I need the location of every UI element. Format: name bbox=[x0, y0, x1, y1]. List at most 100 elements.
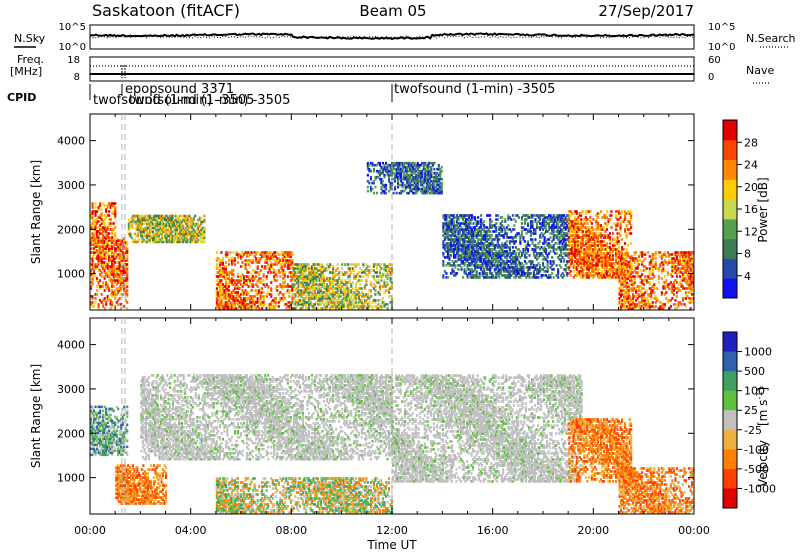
power-cell bbox=[295, 279, 299, 282]
power-cell bbox=[380, 279, 383, 282]
power-cell bbox=[477, 238, 480, 241]
power-cell bbox=[490, 242, 493, 245]
power-cell bbox=[108, 297, 111, 300]
power-cell bbox=[395, 173, 398, 177]
power-cell bbox=[465, 272, 468, 275]
power-cell bbox=[517, 262, 520, 265]
power-cell bbox=[106, 241, 109, 244]
power-cell bbox=[416, 167, 419, 171]
power-cell bbox=[571, 252, 574, 255]
power-cell bbox=[401, 185, 404, 189]
power-cell bbox=[294, 301, 297, 304]
power-cell bbox=[433, 171, 436, 175]
power-cell bbox=[198, 234, 201, 238]
power-cell bbox=[326, 263, 329, 266]
power-cell bbox=[583, 236, 586, 239]
power-cell bbox=[525, 246, 528, 249]
power-cell bbox=[183, 230, 186, 234]
power-cell bbox=[514, 236, 517, 239]
power-cell bbox=[381, 275, 385, 278]
power-cell bbox=[347, 275, 350, 278]
power-cell bbox=[106, 214, 109, 217]
power-cell bbox=[478, 228, 481, 231]
power-cell bbox=[514, 266, 517, 269]
power-cell bbox=[458, 230, 462, 233]
power-cell bbox=[539, 222, 542, 225]
power-cell bbox=[489, 230, 492, 233]
power-cell bbox=[483, 248, 486, 251]
power-cell bbox=[463, 236, 466, 239]
power-cell bbox=[446, 242, 450, 245]
power-cell bbox=[91, 239, 94, 242]
power-cell bbox=[285, 291, 288, 294]
power-cell bbox=[271, 263, 274, 266]
power-cell bbox=[312, 275, 315, 278]
power-cell bbox=[300, 307, 303, 310]
power-cell bbox=[345, 299, 348, 302]
power-cell bbox=[375, 265, 379, 268]
power-cell bbox=[99, 279, 102, 282]
power-cell bbox=[498, 226, 501, 229]
power-cell bbox=[230, 257, 234, 260]
power-cell bbox=[502, 246, 505, 249]
power-cell bbox=[273, 259, 276, 262]
power-cell bbox=[540, 224, 543, 227]
power-cell bbox=[380, 263, 383, 266]
power-cell bbox=[118, 279, 121, 282]
power-cell bbox=[469, 256, 472, 259]
power-cell bbox=[499, 222, 502, 225]
power-cell bbox=[483, 276, 486, 279]
power-cell bbox=[457, 248, 460, 251]
power-cell bbox=[301, 283, 305, 286]
power-cell bbox=[332, 301, 335, 304]
power-cell bbox=[377, 293, 380, 296]
power-cell bbox=[226, 251, 229, 254]
power-cell bbox=[436, 183, 439, 187]
power-cell bbox=[416, 185, 419, 189]
power-cell bbox=[123, 259, 126, 262]
power-cell bbox=[253, 271, 256, 274]
power-cell bbox=[112, 291, 115, 294]
power-cell bbox=[460, 222, 463, 225]
power-cell bbox=[109, 222, 112, 225]
power-cell bbox=[378, 163, 382, 167]
power-cell bbox=[537, 242, 540, 245]
power-cell bbox=[406, 179, 409, 183]
power-cell bbox=[425, 169, 428, 173]
power-cell bbox=[375, 175, 379, 179]
power-cell bbox=[277, 293, 280, 296]
power-cell bbox=[120, 283, 123, 286]
power-cell bbox=[90, 269, 93, 272]
power-cell bbox=[234, 297, 237, 300]
power-cell bbox=[286, 265, 289, 268]
power-cell bbox=[583, 234, 586, 237]
power-cell bbox=[557, 234, 560, 237]
power-cell bbox=[511, 260, 514, 263]
power-cell bbox=[362, 293, 365, 296]
power-cell bbox=[147, 234, 150, 238]
power-cell bbox=[106, 297, 109, 300]
power-cell bbox=[285, 255, 288, 258]
power-cell bbox=[443, 216, 446, 219]
power-cell bbox=[442, 262, 445, 265]
power-cell bbox=[385, 269, 388, 272]
power-cell bbox=[451, 250, 454, 253]
power-cell bbox=[359, 267, 362, 270]
power-cell bbox=[182, 240, 185, 244]
power-cell bbox=[323, 269, 326, 272]
power-cell bbox=[327, 303, 330, 306]
power-cell bbox=[317, 285, 320, 288]
power-cell bbox=[106, 271, 109, 274]
power-cell bbox=[237, 307, 240, 310]
power-cell bbox=[508, 268, 511, 271]
power-cell bbox=[304, 291, 308, 294]
power-cell bbox=[306, 285, 309, 288]
power-cell bbox=[571, 230, 574, 233]
power-cell bbox=[564, 254, 567, 257]
power-cell bbox=[120, 277, 123, 280]
power-cell bbox=[496, 214, 499, 217]
power-cell bbox=[94, 237, 97, 240]
power-cell bbox=[197, 228, 200, 232]
power-cell bbox=[323, 303, 326, 306]
power-cell bbox=[446, 230, 450, 233]
